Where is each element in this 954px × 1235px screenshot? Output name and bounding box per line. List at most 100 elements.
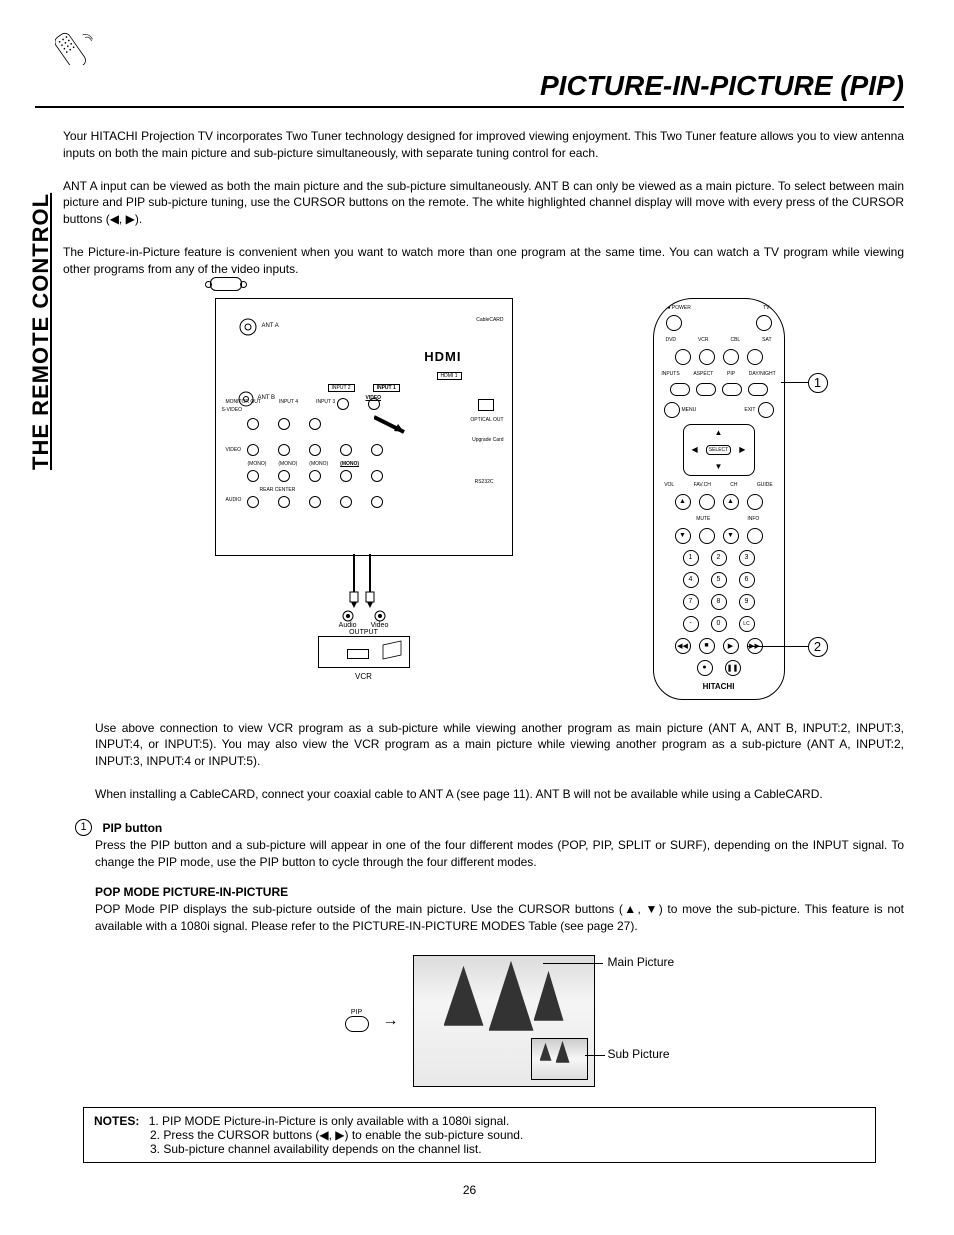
sub-picture-label: Sub Picture [608,1047,670,1061]
tv-button[interactable] [756,315,772,331]
num-6-button[interactable]: 6 [739,572,755,588]
ant-a-label: ANT A [262,323,279,329]
note-3: 3. Sub-picture channel availability depe… [94,1142,865,1156]
num-4-button[interactable]: 4 [683,572,699,588]
num-1-button[interactable]: 1 [683,550,699,566]
cursor-down-button[interactable]: ▼ [715,462,723,471]
info-lbl: INFO [747,516,759,522]
section-1-title: PIP button [102,821,162,835]
num-5-button[interactable]: 5 [711,572,727,588]
inputs-lbl: INPUTS [661,371,679,377]
exit-lbl: EXIT [744,407,755,413]
rewind-button[interactable]: ◀◀ [675,638,691,654]
sat-lbl: SAT [762,337,771,343]
mute-lbl: MUTE [696,516,710,522]
cbl-button[interactable] [723,349,739,365]
pause-button[interactable]: ❚❚ [725,660,741,676]
mono-1: (MONO) [248,461,267,467]
record-button[interactable]: ● [697,660,713,676]
card-slot-icon [478,399,494,411]
callout-2: 2 [808,637,828,657]
ch-down-button[interactable]: ▼ [723,528,739,544]
intro-para-1: Your HITACHI Projection TV incorporates … [63,128,904,162]
section-2-body: POP Mode PIP displays the sub-picture ou… [95,901,904,935]
video-row-label: VIDEO [226,447,242,453]
input1-label: INPUT 1 [373,384,400,392]
ch-up-button[interactable]: ▲ [723,494,739,510]
note-1: 1. PIP MODE Picture-in-Picture is only a… [149,1114,510,1128]
input3-label: INPUT 3 [316,399,335,405]
arrow-icon: → [383,1012,399,1030]
mono-3: (MONO) [309,461,328,467]
dvd-button[interactable] [675,349,691,365]
vcr-label: VCR [355,672,372,681]
input2-label: INPUT 2 [328,384,355,392]
mute-button[interactable] [699,528,715,544]
pip-sub-picture [531,1038,588,1080]
vcr-button[interactable] [699,349,715,365]
guide-lbl: GUIDE [757,482,773,488]
pip-lbl: PIP [727,371,735,377]
main-picture-label: Main Picture [608,955,675,969]
info-button[interactable] [747,528,763,544]
intro-para-2: ANT A input can be viewed as both the ma… [63,178,904,228]
video-out-label: Video [371,622,389,629]
vol-down-button[interactable]: ▼ [675,528,691,544]
cursor-left-button[interactable]: ◀ [692,445,698,454]
audio-out-label: Audio [339,622,357,629]
num-2-button[interactable]: 2 [711,550,727,566]
audio-label: AUDIO [226,497,242,503]
aspect-lbl: ASPECT [693,371,713,377]
cablecard-label: CableCARD [476,317,503,323]
sat-button[interactable] [747,349,763,365]
notes-box: NOTES: 1. PIP MODE Picture-in-Picture is… [83,1107,876,1163]
exit-button[interactable] [758,402,774,418]
back-panel-diagram: ANT A HDMI ANT B MONITOR OUT INPUT 4 INP… [215,298,513,681]
mid-para-2: When installing a CableCARD, connect you… [95,786,904,803]
output-label: OUTPUT [349,629,378,636]
pip-main-picture [413,955,595,1087]
section-1-body: Press the PIP button and a sub-picture w… [95,837,904,871]
pip-demo-btn-label: PIP [345,1009,369,1016]
power-button[interactable] [666,315,682,331]
daynight-button[interactable] [748,383,768,396]
inputs-button[interactable] [670,383,690,396]
vcr-lbl: VCR [698,337,709,343]
play-button[interactable]: ▶ [723,638,739,654]
guide-button[interactable] [747,494,763,510]
cable-arrow-icon [374,407,424,437]
num-9-button[interactable]: 9 [739,594,755,610]
pip-demo-button[interactable] [345,1016,369,1032]
lc-button[interactable]: LC [739,616,755,632]
pip-button[interactable] [722,383,742,396]
vol-up-button[interactable]: ▲ [675,494,691,510]
tv-lbl: TV [763,305,769,311]
hdmi1-label: HDMI 1 [437,372,462,380]
vol-lbl: VOL [664,482,674,488]
upgrade-label: Upgrade Card [472,437,503,443]
remote-icon [55,30,105,65]
num-8-button[interactable]: 8 [711,594,727,610]
menu-button[interactable] [664,402,680,418]
dvd-lbl: DVD [665,337,676,343]
num-7-button[interactable]: 7 [683,594,699,610]
favch-button[interactable] [699,494,715,510]
cursor-right-button[interactable]: ▶ [739,445,745,454]
num-3-button[interactable]: 3 [739,550,755,566]
mono-4: (MONO) [340,461,359,467]
select-button[interactable]: SELECT [706,445,731,455]
num-0-button[interactable]: 0 [711,616,727,632]
rs232c-label: RS232C [475,479,494,485]
stop-button[interactable]: ■ [699,638,715,654]
monitor-out-label: MONITOR OUT [226,399,261,405]
mono-2: (MONO) [278,461,297,467]
cursor-up-button[interactable]: ▲ [715,428,723,437]
dash-button[interactable]: - [683,616,699,632]
remote-diagram: ● POWER TV DVD VCR CBL SAT [653,298,785,700]
video-label: VIDEO [366,395,382,401]
aspect-button[interactable] [696,383,716,396]
ch-lbl: CH [730,482,737,488]
favch-lbl: FAV.CH [694,482,711,488]
menu-lbl: MENU [682,407,697,413]
note-2: 2. Press the CURSOR buttons (◀, ▶) to en… [94,1128,865,1142]
